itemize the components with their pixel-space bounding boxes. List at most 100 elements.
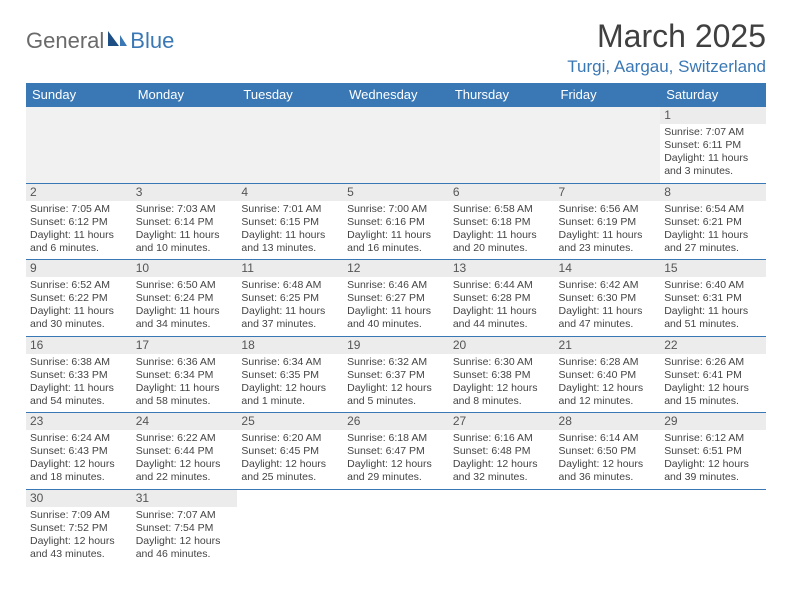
daylight-text: and 22 minutes.: [136, 471, 234, 484]
sunset-text: Sunset: 6:15 PM: [241, 216, 339, 229]
weekday-header: Monday: [132, 83, 238, 107]
sunrise-text: Sunrise: 7:05 AM: [30, 203, 128, 216]
calendar-empty-cell: [555, 107, 661, 184]
sunset-text: Sunset: 6:28 PM: [453, 292, 551, 305]
day-number: 1: [660, 107, 766, 124]
daylight-text: Daylight: 12 hours: [453, 382, 551, 395]
daylight-text: Daylight: 12 hours: [347, 382, 445, 395]
sunset-text: Sunset: 6:47 PM: [347, 445, 445, 458]
calendar-week-row: 1Sunrise: 7:07 AMSunset: 6:11 PMDaylight…: [26, 107, 766, 184]
sunrise-text: Sunrise: 6:16 AM: [453, 432, 551, 445]
sunset-text: Sunset: 6:12 PM: [30, 216, 128, 229]
sunrise-text: Sunrise: 6:30 AM: [453, 356, 551, 369]
weekday-header: Tuesday: [237, 83, 343, 107]
daylight-text: and 46 minutes.: [136, 548, 234, 561]
daylight-text: Daylight: 12 hours: [664, 382, 762, 395]
sunrise-text: Sunrise: 7:03 AM: [136, 203, 234, 216]
day-number: 6: [449, 184, 555, 201]
sunset-text: Sunset: 6:24 PM: [136, 292, 234, 305]
logo-text-general: General: [26, 28, 104, 54]
daylight-text: and 54 minutes.: [30, 395, 128, 408]
sunset-text: Sunset: 6:41 PM: [664, 369, 762, 382]
weekday-header: Thursday: [449, 83, 555, 107]
sunrise-text: Sunrise: 6:26 AM: [664, 356, 762, 369]
calendar-empty-cell: [343, 489, 449, 565]
sunset-text: Sunset: 6:34 PM: [136, 369, 234, 382]
calendar-day-cell: 3Sunrise: 7:03 AMSunset: 6:14 PMDaylight…: [132, 183, 238, 260]
day-number: 19: [343, 337, 449, 354]
calendar-empty-cell: [26, 107, 132, 184]
month-title: March 2025: [567, 18, 766, 55]
weekday-header: Saturday: [660, 83, 766, 107]
calendar-week-row: 23Sunrise: 6:24 AMSunset: 6:43 PMDayligh…: [26, 413, 766, 490]
day-number: 15: [660, 260, 766, 277]
daylight-text: Daylight: 12 hours: [30, 458, 128, 471]
sunset-text: Sunset: 6:22 PM: [30, 292, 128, 305]
sunrise-text: Sunrise: 6:52 AM: [30, 279, 128, 292]
daylight-text: and 32 minutes.: [453, 471, 551, 484]
day-number: 5: [343, 184, 449, 201]
calendar-day-cell: 14 Sunrise: 6:42 AMSunset: 6:30 PMDayligh…: [555, 260, 661, 337]
sunset-text: Sunset: 6:16 PM: [347, 216, 445, 229]
daylight-text: Daylight: 11 hours: [136, 229, 234, 242]
sunset-text: Sunset: 6:27 PM: [347, 292, 445, 305]
calendar-day-cell: 4Sunrise: 7:01 AMSunset: 6:15 PMDaylight…: [237, 183, 343, 260]
calendar-body: 1Sunrise: 7:07 AMSunset: 6:11 PMDaylight…: [26, 107, 766, 566]
day-number: 8: [660, 184, 766, 201]
sunset-text: Sunset: 6:25 PM: [241, 292, 339, 305]
calendar-day-cell: 7Sunrise: 6:56 AMSunset: 6:19 PMDaylight…: [555, 183, 661, 260]
calendar-day-cell: 8Sunrise: 6:54 AMSunset: 6:21 PMDaylight…: [660, 183, 766, 260]
sunset-text: Sunset: 6:31 PM: [664, 292, 762, 305]
sunrise-text: Sunrise: 6:56 AM: [559, 203, 657, 216]
daylight-text: and 12 minutes.: [559, 395, 657, 408]
daylight-text: and 47 minutes.: [559, 318, 657, 331]
day-number: 14: [555, 260, 661, 277]
day-number: 17: [132, 337, 238, 354]
sunrise-text: Sunrise: 6:50 AM: [136, 279, 234, 292]
daylight-text: and 13 minutes.: [241, 242, 339, 255]
day-number: 11: [237, 260, 343, 277]
daylight-text: Daylight: 11 hours: [30, 382, 128, 395]
day-number: 18: [237, 337, 343, 354]
day-number: 20: [449, 337, 555, 354]
daylight-text: and 30 minutes.: [30, 318, 128, 331]
calendar-day-cell: 17Sunrise: 6:36 AMSunset: 6:34 PMDayligh…: [132, 336, 238, 413]
calendar-day-cell: 19Sunrise: 6:32 AMSunset: 6:37 PMDayligh…: [343, 336, 449, 413]
calendar-empty-cell: [660, 489, 766, 565]
daylight-text: and 43 minutes.: [30, 548, 128, 561]
day-number: 2: [26, 184, 132, 201]
calendar-day-cell: 20Sunrise: 6:30 AMSunset: 6:38 PMDayligh…: [449, 336, 555, 413]
day-number: 21: [555, 337, 661, 354]
daylight-text: Daylight: 11 hours: [453, 305, 551, 318]
calendar-week-row: 16Sunrise: 6:38 AMSunset: 6:33 PMDayligh…: [26, 336, 766, 413]
sunrise-text: Sunrise: 7:07 AM: [664, 126, 762, 139]
day-number: 16: [26, 337, 132, 354]
calendar-day-cell: 27Sunrise: 6:16 AMSunset: 6:48 PMDayligh…: [449, 413, 555, 490]
daylight-text: and 34 minutes.: [136, 318, 234, 331]
daylight-text: and 3 minutes.: [664, 165, 762, 178]
sunrise-text: Sunrise: 6:58 AM: [453, 203, 551, 216]
daylight-text: and 16 minutes.: [347, 242, 445, 255]
sunrise-text: Sunrise: 6:14 AM: [559, 432, 657, 445]
sunrise-text: Sunrise: 6:48 AM: [241, 279, 339, 292]
calendar-week-row: 9Sunrise: 6:52 AMSunset: 6:22 PMDaylight…: [26, 260, 766, 337]
daylight-text: Daylight: 12 hours: [136, 535, 234, 548]
sunset-text: Sunset: 6:21 PM: [664, 216, 762, 229]
day-number: 25: [237, 413, 343, 430]
daylight-text: Daylight: 11 hours: [664, 152, 762, 165]
sunrise-text: Sunrise: 6:42 AM: [559, 279, 657, 292]
logo: General Blue: [26, 18, 174, 54]
daylight-text: Daylight: 11 hours: [559, 229, 657, 242]
daylight-text: Daylight: 11 hours: [559, 305, 657, 318]
calendar-empty-cell: [555, 489, 661, 565]
sunrise-text: Sunrise: 6:22 AM: [136, 432, 234, 445]
calendar-day-cell: 2Sunrise: 7:05 AMSunset: 6:12 PMDaylight…: [26, 183, 132, 260]
calendar-table: Sunday Monday Tuesday Wednesday Thursday…: [26, 83, 766, 565]
calendar-week-row: 30Sunrise: 7:09 AMSunset: 7:52 PMDayligh…: [26, 489, 766, 565]
daylight-text: Daylight: 11 hours: [136, 382, 234, 395]
daylight-text: and 15 minutes.: [664, 395, 762, 408]
sunset-text: Sunset: 6:30 PM: [559, 292, 657, 305]
daylight-text: and 23 minutes.: [559, 242, 657, 255]
calendar-day-cell: 28Sunrise: 6:14 AMSunset: 6:50 PMDayligh…: [555, 413, 661, 490]
calendar-day-cell: 30Sunrise: 7:09 AMSunset: 7:52 PMDayligh…: [26, 489, 132, 565]
